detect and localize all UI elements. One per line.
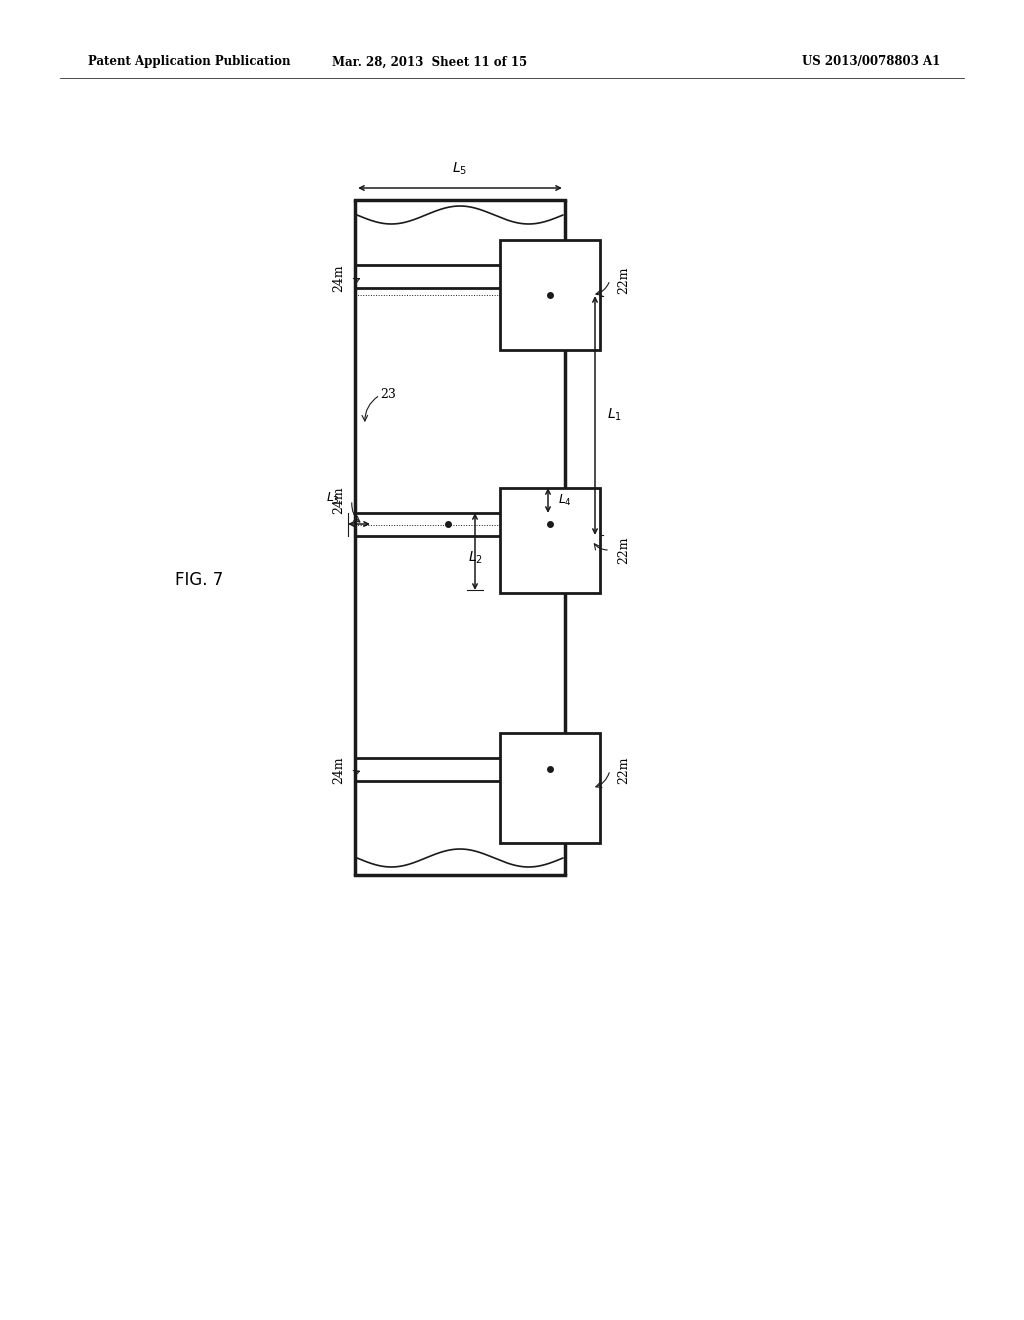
Text: $L_3$: $L_3$ xyxy=(327,491,340,506)
Text: FIG. 7: FIG. 7 xyxy=(175,572,223,589)
Text: 22m: 22m xyxy=(617,756,630,784)
Text: $L_1$: $L_1$ xyxy=(607,407,622,424)
Text: 24m: 24m xyxy=(332,486,345,513)
Text: $L_5$: $L_5$ xyxy=(453,161,468,177)
Text: 22m: 22m xyxy=(617,536,630,564)
Text: Mar. 28, 2013  Sheet 11 of 15: Mar. 28, 2013 Sheet 11 of 15 xyxy=(333,55,527,69)
Text: US 2013/0078803 A1: US 2013/0078803 A1 xyxy=(802,55,940,69)
Bar xyxy=(500,733,600,843)
Bar xyxy=(500,240,600,350)
Text: 23: 23 xyxy=(380,388,396,401)
Text: 24m: 24m xyxy=(332,264,345,292)
Text: $L_2$: $L_2$ xyxy=(468,550,482,566)
Text: 24m: 24m xyxy=(332,756,345,784)
Text: $L_4$: $L_4$ xyxy=(558,492,572,508)
Text: 22m: 22m xyxy=(617,267,630,294)
Text: Patent Application Publication: Patent Application Publication xyxy=(88,55,291,69)
Bar xyxy=(500,488,600,593)
